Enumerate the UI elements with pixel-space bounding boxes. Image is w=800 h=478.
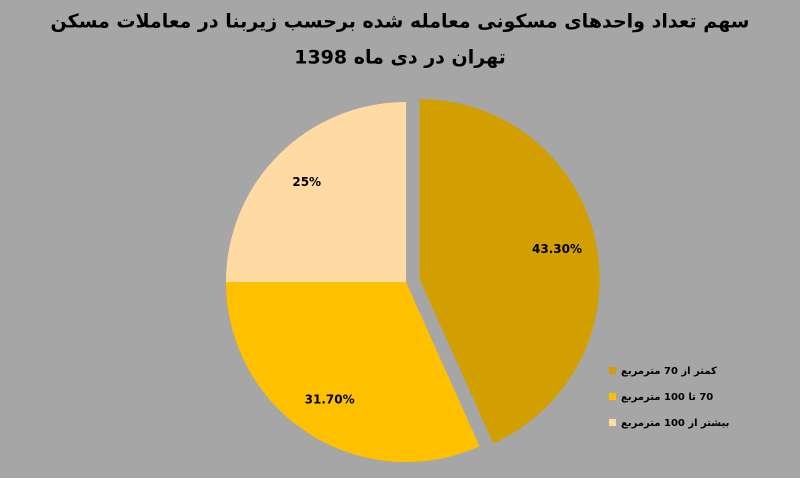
legend-label: بیشتر از 100 مترمربع — [621, 418, 729, 429]
legend-swatch — [609, 367, 616, 374]
legend-label: 70 تا 100 مترمربع — [621, 392, 713, 403]
chart-title: تهران در دی ماه 1398 — [294, 47, 506, 69]
pie-slice — [226, 282, 480, 462]
pie-slice — [419, 99, 600, 444]
legend-swatch — [609, 393, 616, 400]
data-label: 31.70% — [305, 392, 355, 406]
chart-title: سهم تعداد واحدهای مسکونی معامله شده برحس… — [51, 11, 750, 33]
data-label: 43.30% — [532, 242, 582, 256]
pie-slice — [226, 102, 406, 282]
legend-label: کمتر از 70 مترمربع — [621, 366, 717, 377]
legend-swatch — [609, 419, 616, 426]
data-label: 25% — [292, 175, 321, 189]
